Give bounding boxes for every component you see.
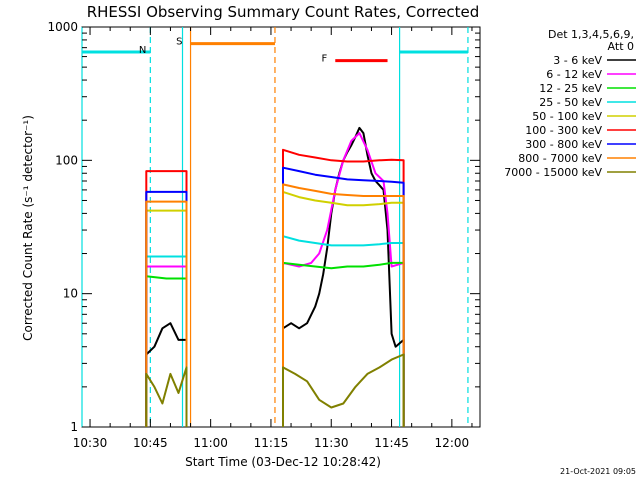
- x-tick-label-2: 11:00: [193, 436, 228, 450]
- series-line-3-1: [282, 235, 405, 427]
- legend-label-2: 12 - 25 keV: [539, 82, 602, 95]
- series-line-2-1: [282, 261, 405, 427]
- series-line-3-0: [145, 255, 188, 427]
- y-tick-label-0: 1: [70, 420, 78, 434]
- series-line-0-1: [282, 126, 405, 427]
- legend-label-0: 3 - 6 keV: [553, 54, 602, 67]
- x-tick-label-5: 11:45: [374, 436, 409, 450]
- y-axis-label: Corrected Count Rate (s⁻¹ detector⁻¹): [21, 115, 35, 341]
- x-tick-label-3: 11:15: [254, 436, 289, 450]
- legend-header-1: Att 0: [608, 40, 634, 53]
- series-line-1-1: [282, 132, 405, 427]
- legend-label-7: 800 - 7000 keV: [518, 152, 602, 165]
- flag-label-0: N: [139, 45, 146, 56]
- legend-label-8: 7000 - 15000 keV: [504, 166, 602, 179]
- x-axis-label: Start Time (03-Dec-12 10:28:42): [185, 455, 381, 469]
- legend-label-1: 6 - 12 keV: [546, 68, 602, 81]
- series-line-5-1: [282, 148, 405, 427]
- legend-label-5: 100 - 300 keV: [525, 124, 602, 137]
- flag-label-1: S: [176, 37, 182, 48]
- series-line-4-0: [145, 209, 188, 427]
- series-line-4-1: [282, 190, 405, 427]
- x-tick-label-4: 11:30: [314, 436, 349, 450]
- series-line-7-1: [282, 183, 405, 427]
- legend-label-3: 25 - 50 keV: [539, 96, 602, 109]
- legend-label-4: 50 - 100 keV: [532, 110, 602, 123]
- x-tick-label-6: 12:00: [435, 436, 470, 450]
- series-line-6-1: [282, 166, 405, 427]
- flag-label-2: F: [322, 54, 328, 65]
- y-tick-label-2: 100: [55, 153, 78, 167]
- series-line-1-0: [145, 265, 188, 427]
- plot-area: N S F 10:30 10:45 11:00 11:15 11:30 11:45 12:00 1 1…: [47, 20, 481, 450]
- x-tick-label-0: 10:30: [73, 436, 108, 450]
- legend-header-0: Det 1,3,4,5,6,9,: [548, 28, 634, 41]
- plot-frame: [81, 26, 481, 428]
- x-tick-label-1: 10:45: [133, 436, 168, 450]
- y-tick-label-1: 10: [63, 287, 78, 301]
- series-line-7-0: [145, 200, 188, 427]
- chart-title: RHESSI Observing Summary Count Rates, Co…: [87, 3, 480, 21]
- series-line-0-0: [145, 322, 188, 427]
- series-line-2-0: [145, 275, 188, 427]
- timestamp: 21-Oct-2021 09:05: [560, 467, 636, 476]
- y-tick-label-3: 1000: [47, 20, 78, 34]
- series-line-8-1: [282, 353, 405, 427]
- series-line-8-0: [145, 366, 188, 427]
- legend-label-6: 300 - 800 keV: [525, 138, 602, 151]
